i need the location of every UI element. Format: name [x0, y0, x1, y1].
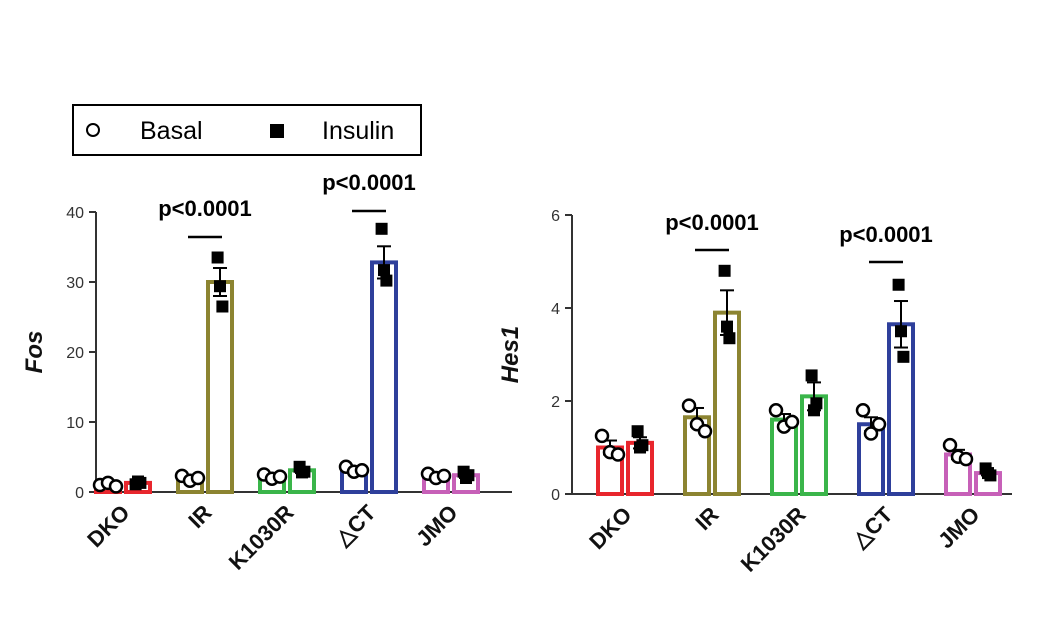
insulin-point: [216, 300, 229, 313]
insulin-point: [380, 274, 393, 287]
y-tick-label: 6: [551, 208, 560, 225]
basal-point: [768, 403, 784, 418]
legend: Basal Insulin: [72, 104, 422, 156]
chart-2: 0 2 4 6 Hes1 DKO IR K1030R △CT JMO p<0.0001 p<0.000…: [497, 208, 1012, 577]
basal-point: [681, 398, 697, 413]
basal-point: [610, 447, 626, 462]
basal-point: [354, 463, 370, 478]
basal-legend-marker: [86, 123, 100, 137]
x-tick-label: K1030R: [224, 500, 299, 575]
insulin-point: [721, 320, 733, 333]
insulin-point: [892, 278, 905, 291]
x-tick-label: JMO: [411, 500, 462, 551]
basal-point: [942, 437, 958, 453]
significance-annotation: p<0.0001: [665, 210, 759, 235]
basal-point: [272, 469, 288, 484]
basal-point: [594, 428, 610, 444]
significance-annotation: p<0.0001: [322, 170, 416, 195]
x-tick-label: DKO: [584, 502, 636, 554]
insulin-point: [462, 469, 475, 482]
y-tick-label: 4: [551, 301, 560, 318]
insulin-point: [810, 397, 823, 410]
insulin-point: [211, 251, 224, 264]
y-axis-label: Hes1: [497, 326, 524, 383]
significance-annotation: p<0.0001: [839, 222, 933, 247]
insulin-bar: [206, 280, 234, 494]
y-tick-label: 40: [66, 205, 84, 222]
basal-legend-label: Basal: [140, 117, 203, 145]
basal-point: [697, 423, 713, 439]
insulin-point: [805, 369, 818, 382]
insulin-point: [214, 280, 226, 293]
basal-point: [863, 426, 879, 441]
x-tick-label: DKO: [82, 500, 134, 552]
insulin-point: [375, 222, 388, 235]
insulin-bar: [370, 260, 398, 494]
basal-point: [871, 417, 887, 432]
basal-point: [190, 470, 206, 486]
insulin-point: [378, 264, 390, 277]
y-tick-label: 2: [551, 394, 560, 411]
basal-point: [436, 468, 452, 484]
insulin-point: [631, 425, 644, 438]
insulin-point: [718, 264, 731, 277]
insulin-bar: [887, 322, 915, 496]
basal-point: [108, 479, 124, 494]
insulin-legend-marker: [270, 124, 284, 138]
insulin-point: [134, 476, 147, 489]
y-tick-label: 20: [66, 345, 84, 362]
y-tick-label: 30: [66, 275, 84, 292]
basal-point: [784, 414, 800, 430]
insulin-point: [984, 469, 997, 482]
x-tick-label: △CT: [329, 499, 380, 550]
x-tick-label: K1030R: [736, 502, 811, 577]
insulin-point: [895, 325, 907, 338]
y-tick-label: 0: [551, 487, 560, 504]
insulin-point: [298, 465, 311, 478]
y-axis-label: Fos: [21, 331, 48, 374]
basal-point: [958, 451, 974, 467]
significance-annotation: p<0.0001: [158, 196, 252, 221]
insulin-legend-label: Insulin: [322, 117, 395, 145]
x-tick-label: IR: [183, 500, 216, 533]
insulin-point: [897, 350, 910, 363]
x-tick-label: IR: [690, 502, 723, 535]
insulin-point: [723, 332, 736, 345]
x-tick-label: JMO: [933, 502, 984, 553]
x-tick-label: △CT: [846, 501, 897, 552]
basal-point: [855, 403, 871, 418]
insulin-point: [636, 439, 649, 452]
chart-1: 0 10 20 30 40 Fos DKO IR K1030R △CT JMO p<0.0001 p<0…: [21, 170, 512, 575]
y-tick-label: 0: [75, 485, 84, 502]
y-tick-label: 10: [66, 415, 84, 432]
